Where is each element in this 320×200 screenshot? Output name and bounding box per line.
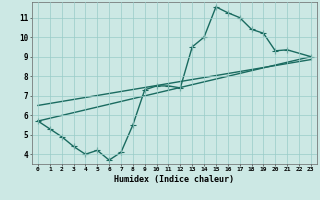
X-axis label: Humidex (Indice chaleur): Humidex (Indice chaleur)	[115, 175, 234, 184]
